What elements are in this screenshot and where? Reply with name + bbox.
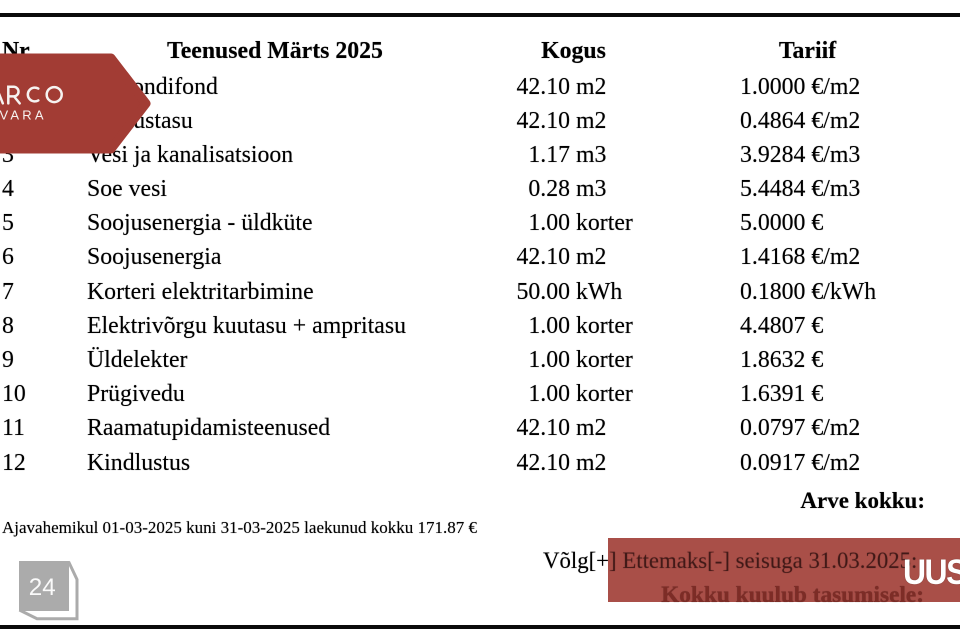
svg-text:24: 24 bbox=[29, 574, 56, 601]
svg-text:VARA: VARA bbox=[0, 108, 47, 123]
